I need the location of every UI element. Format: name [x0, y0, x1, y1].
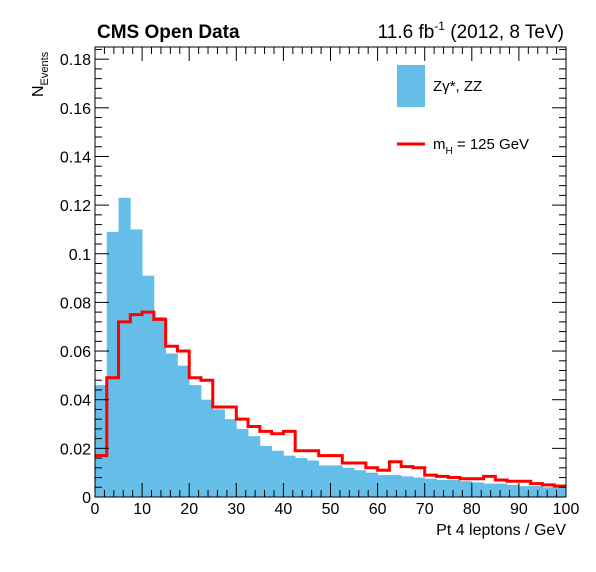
header-title: CMS Open Data — [97, 22, 240, 43]
background-bar — [271, 450, 284, 497]
background-bar — [377, 475, 390, 497]
background-bar — [401, 476, 414, 497]
background-bar — [236, 428, 249, 497]
legend: Zγ*, ZZ mH = 125 GeV — [397, 65, 529, 157]
background-bar — [224, 419, 237, 497]
background-bar — [106, 231, 119, 497]
background-bar — [436, 479, 449, 497]
x-tick-label: 20 — [180, 501, 198, 518]
signal-step-line — [95, 310, 566, 488]
background-bar — [142, 275, 155, 497]
background-bar — [448, 479, 461, 497]
y-tick-label: 0.06 — [60, 344, 91, 361]
lumi-rest: (2012, 8 TeV) — [445, 22, 564, 43]
x-tick-label: 10 — [133, 501, 151, 518]
background-bar — [130, 229, 143, 497]
background-bar — [483, 483, 496, 497]
y-axis-title-sub: Events — [39, 51, 51, 85]
header-luminosity: 11.6 fb-1 (2012, 8 TeV) — [378, 19, 564, 43]
background-bar — [200, 399, 214, 497]
background-bar — [554, 487, 567, 497]
background-bar — [95, 385, 108, 497]
legend-signal-sub: H — [446, 146, 453, 157]
legend-swatch-background — [397, 65, 425, 107]
background-bar — [424, 478, 437, 497]
y-tick-label: 0.16 — [60, 101, 91, 118]
background-bar — [412, 477, 426, 497]
legend-label-background: Zγ*, ZZ — [433, 78, 482, 95]
background-bar — [542, 487, 555, 497]
lumi-value: 11.6 fb — [378, 22, 435, 43]
y-axis-title-main: N — [30, 85, 47, 97]
x-tick-label: 0 — [91, 501, 100, 518]
background-bar — [389, 475, 402, 497]
background-bar — [365, 472, 378, 497]
background-bar — [518, 486, 532, 497]
legend-signal-tail: = 125 GeV — [453, 136, 529, 153]
background-bar — [118, 197, 131, 498]
legend-signal-main: m — [433, 136, 446, 153]
background-bar — [495, 483, 508, 497]
x-axis-title: Pt 4 leptons / GeV — [436, 522, 566, 539]
x-tick-label: 70 — [416, 501, 434, 518]
lumi-exponent: -1 — [434, 19, 445, 33]
background-bar — [530, 486, 543, 497]
background-bar — [354, 470, 367, 497]
y-axis-title: NEvents — [30, 51, 51, 97]
y-tick-label: 0.08 — [60, 295, 91, 312]
y-tick-label: 0.14 — [60, 149, 91, 166]
x-tick-label: 100 — [553, 501, 580, 518]
legend-label-signal: mH = 125 GeV — [433, 136, 529, 157]
background-bar — [212, 409, 225, 497]
plot-frame — [94, 46, 567, 498]
background-bar — [330, 465, 343, 497]
y-tick-labels: 0 0.02 0.04 0.06 0.08 0.1 0.12 0.14 0.16 0.18 — [60, 52, 91, 507]
x-tick-labels: 0 10 20 30 40 50 60 70 80 90 100 — [91, 501, 580, 518]
background-bar — [189, 385, 202, 497]
y-tick-label: 0.18 — [60, 52, 91, 69]
x-tick-label: 60 — [369, 501, 387, 518]
background-bar — [342, 467, 355, 497]
x-tick-label: 30 — [227, 501, 245, 518]
x-tick-label: 90 — [510, 501, 528, 518]
background-bar — [507, 484, 520, 497]
y-tick-label: 0.02 — [60, 441, 91, 458]
background-bar — [283, 455, 296, 497]
background-bar — [248, 436, 261, 497]
background-bar — [153, 317, 167, 497]
background-histogram — [95, 197, 567, 498]
x-tick-label: 50 — [322, 501, 340, 518]
x-tick-label: 80 — [463, 501, 481, 518]
background-bar — [295, 458, 308, 497]
background-bar — [306, 460, 320, 497]
background-bar — [318, 465, 331, 497]
background-bar — [165, 353, 178, 497]
y-tick-label: 0.1 — [69, 247, 91, 264]
y-tick-label: 0.12 — [60, 198, 91, 215]
axis-ticks — [94, 47, 567, 498]
signal-histogram — [95, 310, 566, 488]
background-bar — [471, 482, 484, 497]
background-bar — [460, 481, 473, 497]
x-tick-label: 40 — [275, 501, 293, 518]
background-bar — [259, 445, 273, 497]
background-bar — [177, 365, 190, 497]
y-tick-label: 0 — [82, 490, 91, 507]
y-tick-label: 0.04 — [60, 393, 91, 410]
